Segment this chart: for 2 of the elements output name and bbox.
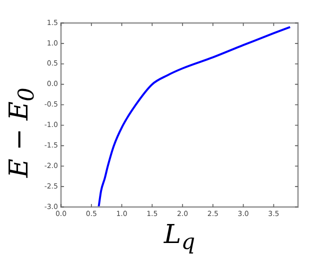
line-series: [98, 26, 292, 207]
x-axis-title: L$_{q}$: [162, 220, 196, 256]
